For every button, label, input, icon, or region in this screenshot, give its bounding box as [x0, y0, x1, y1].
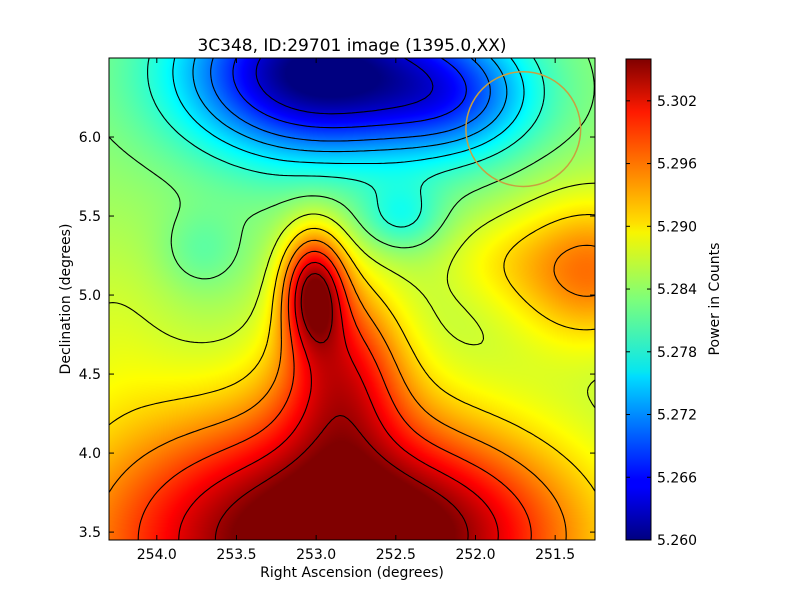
heatmap-image — [109, 58, 595, 540]
contour-line — [147, 58, 545, 228]
x-tick-label: 253.0 — [296, 547, 336, 563]
contour-line — [109, 58, 595, 280]
y-tick-label: 5.5 — [79, 209, 101, 225]
colorbar: 5.260 5.266 5.272 5.278 5.284 5.290 5.296 5.302… — [625, 58, 723, 549]
colorbar-tick-label: 5.278 — [657, 345, 697, 361]
contour-line — [109, 214, 595, 492]
colorbar-gradient — [625, 58, 652, 541]
colorbar-tick-label: 5.284 — [657, 282, 697, 298]
contour-line — [109, 239, 595, 540]
contour-line — [214, 272, 469, 540]
y-tick-label: 3.5 — [79, 525, 101, 541]
colorbar-tick-label: 5.302 — [657, 94, 697, 110]
y-axis-label: Declination (degrees) — [58, 224, 74, 375]
contour-line — [232, 58, 467, 129]
x-tick-label: 252.5 — [376, 547, 416, 563]
colorbar-tick-label: 5.272 — [657, 408, 697, 424]
contour-line — [137, 250, 532, 540]
contour-lines — [109, 58, 595, 540]
plot-frame — [108, 57, 596, 541]
contour-line — [109, 182, 595, 409]
colorbar-label: Power in Counts — [707, 243, 723, 356]
contour-line — [172, 58, 525, 165]
y-axis: 3.5 4.0 4.5 5.0 5.5 6.0 — [79, 130, 595, 541]
contour-line — [255, 58, 434, 115]
x-tick-label: 253.5 — [216, 547, 256, 563]
colorbar-tick-label: 5.266 — [657, 470, 697, 486]
x-axis-label: Right Ascension (degrees) — [260, 565, 444, 581]
heatmap-area — [108, 57, 596, 541]
colorbar-tick-label: 5.296 — [657, 157, 697, 173]
x-axis: 254.0 253.5 253.0 252.5 252.0 251.5 — [137, 58, 575, 563]
y-tick-label: 4.5 — [79, 367, 101, 383]
y-tick-label: 5.0 — [79, 288, 101, 304]
overlay-circle — [465, 71, 582, 188]
x-tick-label: 251.5 — [535, 547, 575, 563]
contour-line — [192, 58, 508, 153]
colorbar-tick-label: 5.290 — [657, 219, 697, 235]
contour-line — [210, 58, 491, 142]
colorbar-ticks: 5.260 5.266 5.272 5.278 5.284 5.290 5.296 5.302 — [626, 94, 697, 549]
y-tick-label: 4.0 — [79, 446, 101, 462]
x-tick-label: 252.0 — [455, 547, 495, 563]
contour-line — [178, 261, 499, 540]
x-tick-label: 254.0 — [137, 547, 177, 563]
chart-title: 3C348, ID:29701 image (1395.0,XX) — [197, 36, 506, 56]
colorbar-tick-label: 5.260 — [657, 533, 697, 549]
y-tick-label: 6.0 — [79, 130, 101, 146]
